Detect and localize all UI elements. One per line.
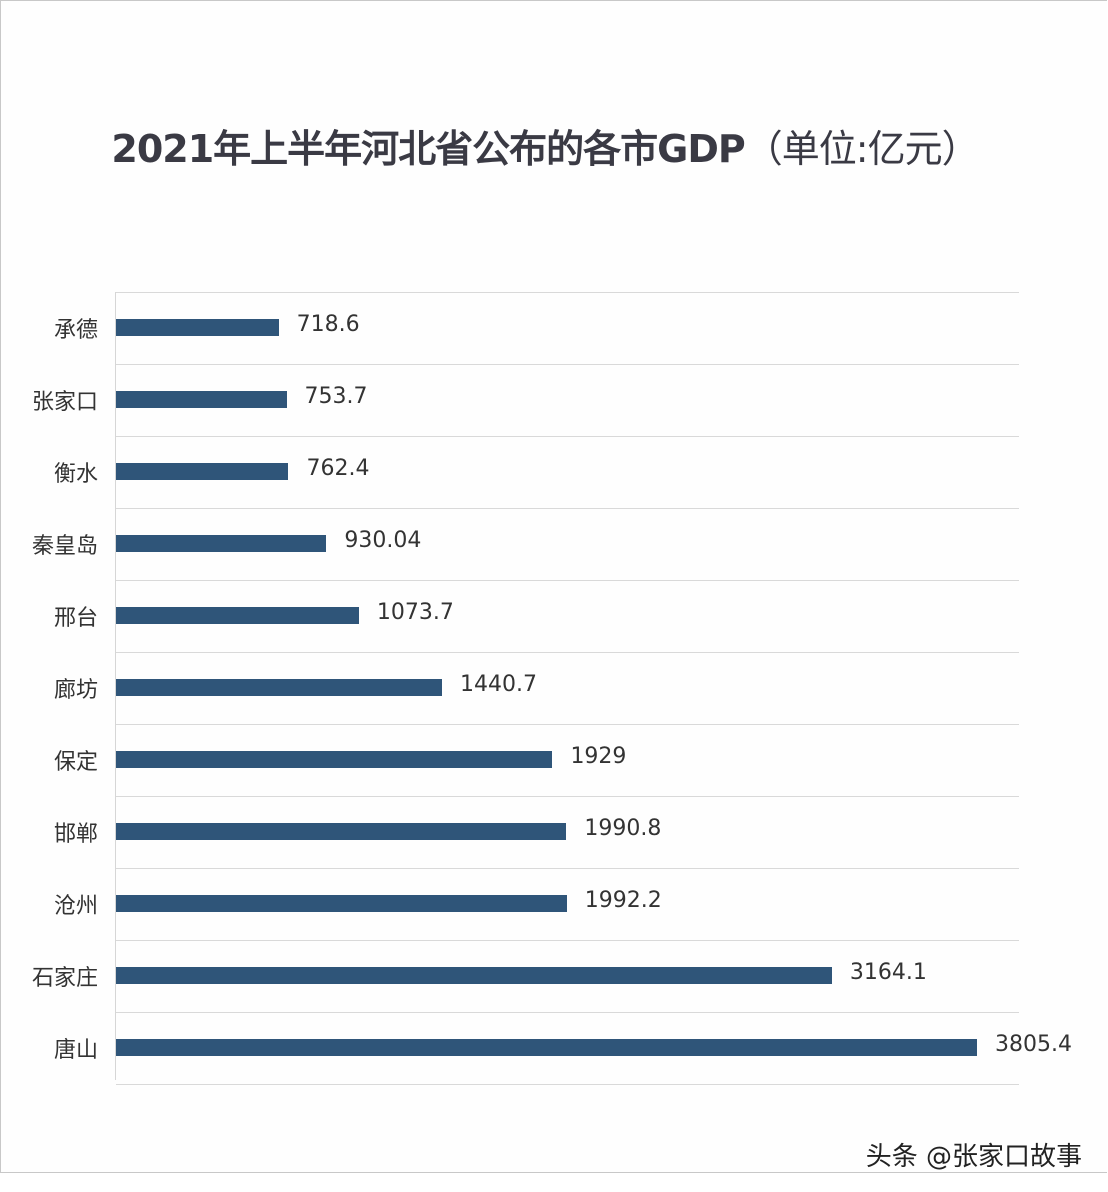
bar: [116, 319, 279, 336]
bar: [116, 967, 832, 984]
gridline: [116, 580, 1019, 581]
bar: [116, 463, 289, 480]
bar: [116, 679, 442, 696]
category-label: 邯郸: [53, 822, 98, 847]
gridline: [116, 940, 1019, 941]
value-label: 1990.8: [584, 816, 662, 841]
bar-row: 廊坊 1440.7: [54, 652, 1108, 724]
chart-title: 2021年上半年河北省公布的各市GDP（单位:亿元）: [0, 118, 1090, 173]
bar: [116, 823, 567, 840]
gridline: [116, 364, 1019, 365]
value-label: 718.6: [296, 312, 360, 337]
category-label: 衡水: [53, 462, 98, 487]
category-label: 保定: [53, 750, 98, 775]
bar-row: 秦皇岛 930.04: [32, 508, 1108, 580]
bar: [116, 607, 359, 624]
value-label: 1929: [570, 744, 627, 769]
plot-area: 承德 718.6 张家口 753.7 衡水 762.4 秦皇岛 930.04 邢台 1073.7 廊…: [32, 292, 1072, 1085]
gridline: [116, 868, 1019, 869]
gridline: [116, 1084, 1019, 1085]
bar: [116, 391, 287, 408]
chart-title-unit: （单位:亿元）: [744, 127, 980, 171]
bar-row: 承德 718.6: [54, 292, 1108, 364]
bar: [116, 535, 327, 552]
value-label: 1992.2: [584, 888, 662, 913]
gridline: [116, 652, 1019, 653]
value-label: 753.7: [304, 384, 368, 409]
bar-row: 沧州 1992.2: [54, 868, 1108, 940]
value-label: 3805.4: [995, 1032, 1072, 1057]
value-label: 762.4: [306, 456, 370, 481]
gridline: [116, 508, 1019, 509]
bar-row: 邢台 1073.7: [54, 580, 1108, 652]
gridline: [116, 796, 1019, 797]
value-label: 1440.7: [459, 672, 537, 697]
bar-row: 石家庄 3164.1: [32, 940, 1108, 1012]
category-label: 沧州: [53, 894, 98, 919]
bar-row: 唐山 3805.4: [54, 1012, 1108, 1084]
gridline: [116, 724, 1019, 725]
watermark: 头条 @张家口故事: [865, 1142, 1082, 1172]
gridline: [116, 436, 1019, 437]
category-label: 石家庄: [31, 966, 98, 991]
bar: [116, 751, 553, 768]
category-label: 廊坊: [53, 678, 98, 703]
category-label: 秦皇岛: [31, 534, 98, 559]
category-label: 唐山: [53, 1038, 98, 1063]
category-label: 承德: [53, 318, 98, 343]
value-label: 3164.1: [849, 960, 927, 985]
bar: [116, 1039, 977, 1056]
gridline: [116, 1012, 1019, 1013]
bar-row: 保定 1929: [54, 724, 1108, 796]
bar-row: 衡水 762.4: [54, 436, 1108, 508]
value-label: 1073.7: [376, 600, 454, 625]
gridline: [116, 292, 1019, 293]
chart-title-main: 2021年上半年河北省公布的各市GDP: [111, 127, 745, 171]
category-label: 张家口: [31, 390, 98, 415]
bar: [116, 895, 567, 912]
value-label: 930.04: [344, 528, 422, 553]
bar-row: 张家口 753.7: [32, 364, 1108, 436]
bar-row: 邯郸 1990.8: [54, 796, 1108, 868]
category-label: 邢台: [53, 606, 98, 631]
